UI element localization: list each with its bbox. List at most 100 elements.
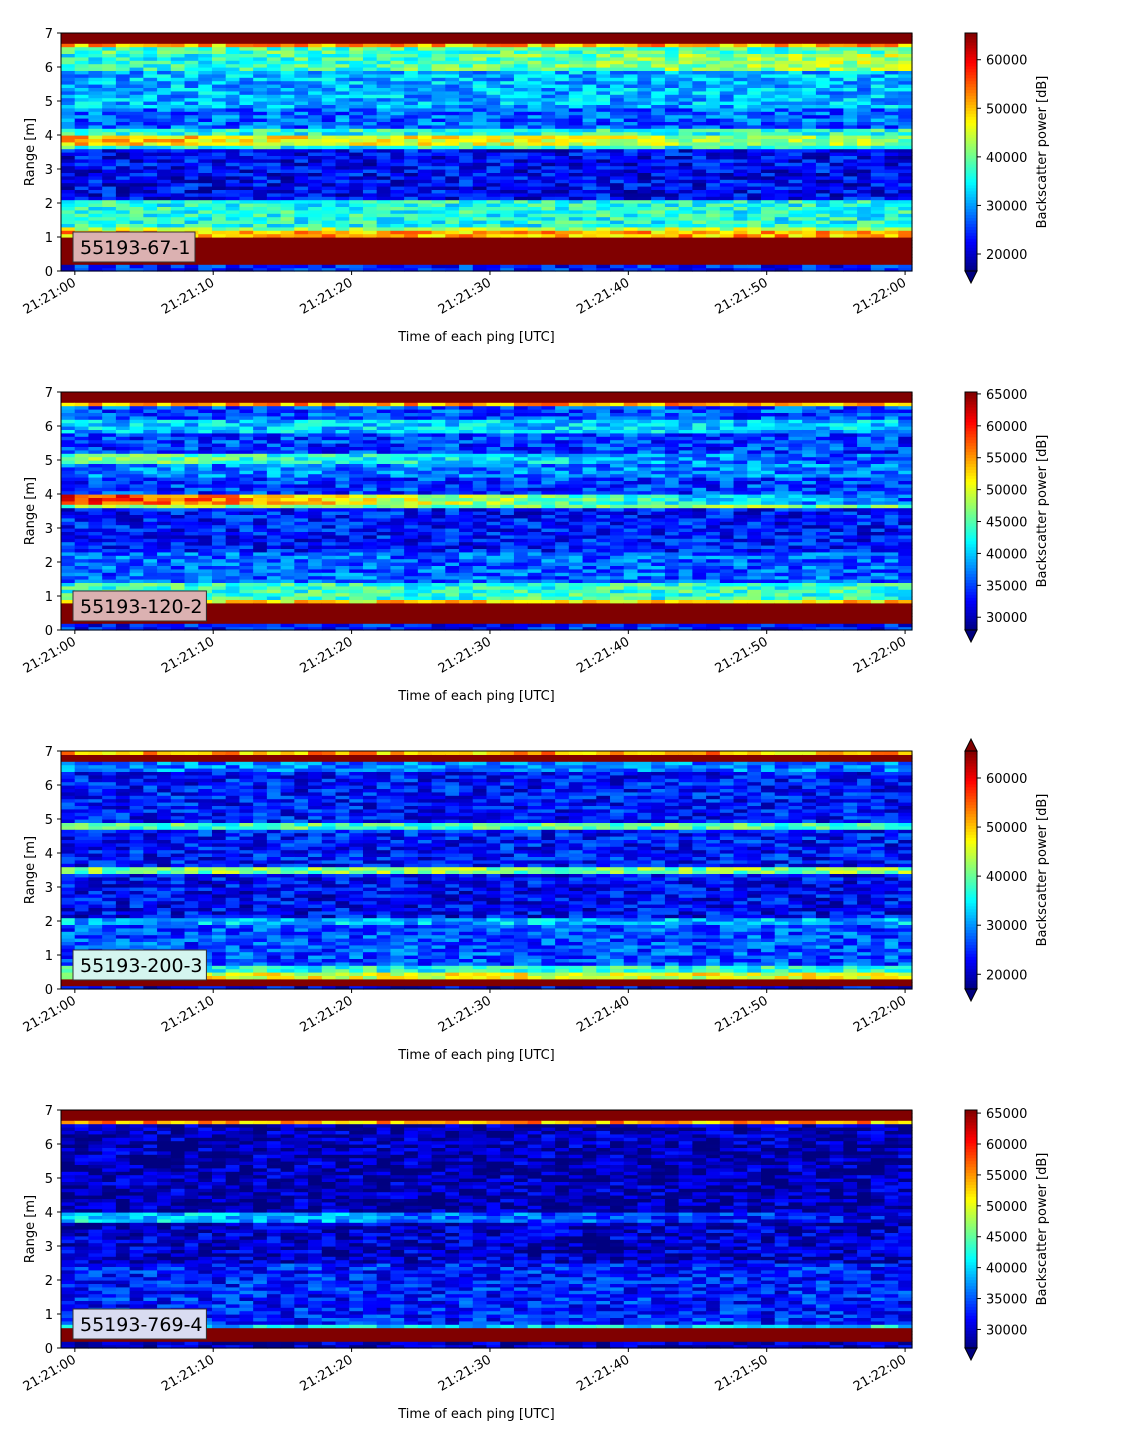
heatmap-cell bbox=[431, 223, 446, 228]
heatmap-cell bbox=[623, 87, 639, 92]
heatmap-cell bbox=[857, 97, 872, 102]
heatmap-cell bbox=[376, 39, 392, 44]
heatmap-cell bbox=[239, 60, 254, 65]
heatmap-cell bbox=[761, 230, 776, 235]
heatmap-cell bbox=[582, 220, 597, 224]
heatmap-cell bbox=[486, 53, 501, 58]
heatmap-cell bbox=[706, 39, 721, 44]
heatmap-cell bbox=[115, 124, 131, 129]
heatmap-cell bbox=[459, 203, 474, 207]
heatmap-cell bbox=[225, 223, 241, 228]
heatmap-cell bbox=[459, 158, 474, 163]
heatmap-cell bbox=[239, 233, 254, 238]
heatmap-cell bbox=[74, 223, 90, 228]
heatmap-cell bbox=[747, 216, 762, 221]
heatmap-cell bbox=[651, 36, 666, 41]
axes-frame bbox=[60, 32, 913, 272]
heatmap-cell bbox=[637, 97, 652, 102]
heatmap-cell bbox=[143, 426, 158, 430]
heatmap-cell bbox=[843, 196, 858, 201]
heatmap-cell bbox=[102, 141, 117, 146]
heatmap-cell bbox=[211, 230, 227, 235]
heatmap-cell bbox=[102, 575, 117, 580]
heatmap-cell bbox=[61, 43, 76, 48]
heatmap-cell bbox=[143, 155, 158, 160]
heatmap-cell bbox=[870, 131, 886, 136]
heatmap-cell bbox=[527, 60, 543, 65]
heatmap-cell bbox=[582, 141, 597, 146]
heatmap-cell bbox=[445, 84, 460, 88]
heatmap-cell bbox=[61, 456, 76, 461]
heatmap-cell bbox=[88, 585, 103, 590]
heatmap-cell bbox=[857, 226, 872, 231]
heatmap-cell bbox=[582, 165, 597, 170]
heatmap-cell bbox=[102, 507, 117, 512]
heatmap-cell bbox=[170, 90, 186, 95]
heatmap-cell bbox=[143, 124, 158, 129]
heatmap-cell bbox=[61, 596, 76, 600]
heatmap-cell bbox=[115, 67, 131, 71]
heatmap-cell bbox=[459, 60, 474, 65]
heatmap-cell bbox=[294, 206, 309, 211]
heatmap-cell bbox=[88, 260, 103, 265]
heatmap-cell bbox=[266, 172, 282, 177]
colorbar-segment bbox=[965, 256, 977, 260]
heatmap-cell bbox=[500, 169, 515, 173]
heatmap-cell bbox=[815, 152, 831, 156]
heatmap-cell bbox=[692, 209, 707, 214]
heatmap-cell bbox=[266, 257, 282, 262]
heatmap-cell bbox=[239, 124, 254, 129]
colorbar-segment bbox=[965, 229, 977, 233]
heatmap-cell bbox=[102, 429, 117, 434]
heatmap-cell bbox=[74, 490, 90, 495]
heatmap-cell bbox=[88, 517, 103, 522]
heatmap-cell bbox=[857, 43, 872, 48]
heatmap-cell bbox=[815, 114, 831, 119]
heatmap-cell bbox=[500, 114, 515, 119]
heatmap-cell bbox=[610, 223, 625, 228]
heatmap-cell bbox=[390, 56, 405, 61]
heatmap-cell bbox=[321, 36, 337, 41]
heatmap-cell bbox=[198, 240, 213, 245]
heatmap-cell bbox=[637, 196, 652, 201]
heatmap-cell bbox=[513, 73, 529, 78]
heatmap-cell bbox=[459, 46, 474, 51]
heatmap-cell bbox=[88, 494, 103, 498]
heatmap-cell bbox=[102, 128, 117, 133]
heatmap-cell bbox=[843, 121, 858, 126]
heatmap-cell bbox=[335, 97, 350, 102]
heatmap-cell bbox=[74, 463, 90, 468]
heatmap-cell bbox=[568, 145, 584, 150]
heatmap-cell bbox=[157, 203, 172, 207]
heatmap-cell bbox=[266, 216, 282, 221]
heatmap-cell bbox=[157, 165, 172, 170]
heatmap-cell bbox=[143, 504, 158, 509]
heatmap-cell bbox=[596, 155, 611, 160]
colorbar-segment bbox=[965, 110, 977, 114]
heatmap-cell bbox=[308, 80, 323, 85]
heatmap-cell bbox=[870, 63, 886, 68]
heatmap-cell bbox=[582, 46, 597, 51]
heatmap-cell bbox=[143, 158, 158, 163]
heatmap-cell bbox=[157, 579, 172, 583]
heatmap-cell bbox=[706, 172, 721, 177]
heatmap-cell bbox=[294, 73, 309, 78]
heatmap-cell bbox=[211, 250, 227, 255]
heatmap-cell bbox=[211, 131, 227, 136]
heatmap-cell bbox=[74, 87, 90, 92]
heatmap-cell bbox=[843, 39, 858, 44]
heatmap-cell bbox=[719, 189, 735, 194]
heatmap-cell bbox=[74, 429, 90, 434]
colorbar-label: Backscatter power [dB] bbox=[1035, 76, 1050, 229]
heatmap-cell bbox=[623, 67, 639, 71]
heatmap-cell bbox=[651, 101, 666, 105]
heatmap-cell bbox=[294, 243, 309, 248]
heatmap-cell bbox=[692, 94, 707, 99]
heatmap-cell bbox=[884, 63, 899, 68]
heatmap-cell bbox=[143, 405, 158, 410]
heatmap-cell bbox=[431, 141, 446, 146]
heatmap-cell bbox=[486, 148, 501, 153]
heatmap-cell bbox=[129, 121, 144, 126]
heatmap-cell bbox=[102, 152, 117, 156]
